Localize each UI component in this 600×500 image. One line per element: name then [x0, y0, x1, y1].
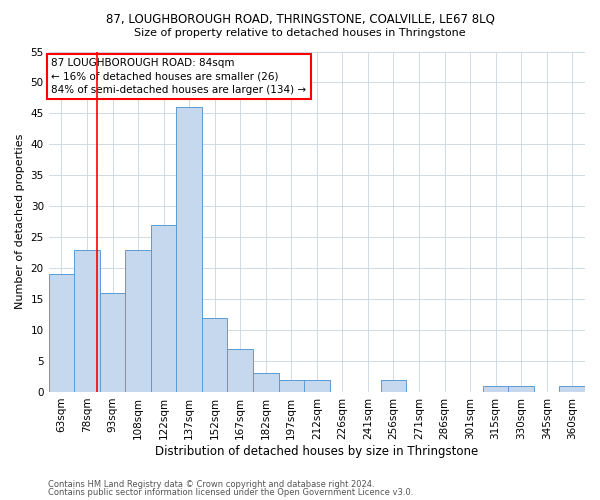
Y-axis label: Number of detached properties: Number of detached properties — [15, 134, 25, 310]
Bar — [559, 386, 585, 392]
Text: Size of property relative to detached houses in Thringstone: Size of property relative to detached ho… — [134, 28, 466, 38]
Bar — [125, 250, 151, 392]
Bar — [483, 386, 508, 392]
Bar — [74, 250, 100, 392]
Bar — [100, 293, 125, 392]
Bar — [508, 386, 534, 392]
Bar — [202, 318, 227, 392]
Bar — [278, 380, 304, 392]
Bar — [253, 374, 278, 392]
Text: Contains HM Land Registry data © Crown copyright and database right 2024.: Contains HM Land Registry data © Crown c… — [48, 480, 374, 489]
Text: 87 LOUGHBOROUGH ROAD: 84sqm
← 16% of detached houses are smaller (26)
84% of sem: 87 LOUGHBOROUGH ROAD: 84sqm ← 16% of det… — [52, 58, 307, 94]
Bar — [176, 107, 202, 392]
Bar — [380, 380, 406, 392]
Text: 87, LOUGHBOROUGH ROAD, THRINGSTONE, COALVILLE, LE67 8LQ: 87, LOUGHBOROUGH ROAD, THRINGSTONE, COAL… — [106, 12, 494, 26]
Bar — [227, 348, 253, 392]
Bar — [304, 380, 329, 392]
Bar — [49, 274, 74, 392]
Bar — [151, 225, 176, 392]
X-axis label: Distribution of detached houses by size in Thringstone: Distribution of detached houses by size … — [155, 444, 478, 458]
Text: Contains public sector information licensed under the Open Government Licence v3: Contains public sector information licen… — [48, 488, 413, 497]
